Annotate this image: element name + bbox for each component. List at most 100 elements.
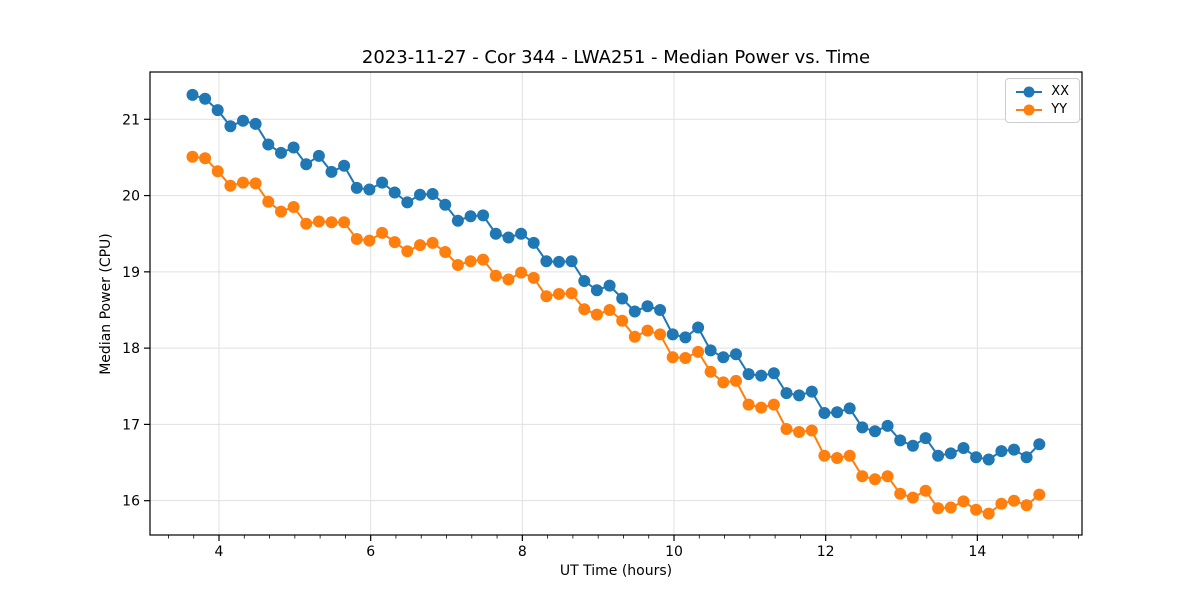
data-point-XX: [679, 331, 692, 344]
x-tick-label: 4: [215, 544, 224, 560]
data-point-YY: [932, 502, 945, 515]
data-point-YY: [982, 507, 995, 520]
legend-label: YY: [1051, 102, 1068, 117]
x-tick-label: 12: [817, 544, 835, 560]
data-point-XX: [325, 165, 338, 178]
data-point-YY: [666, 351, 679, 364]
x-axis-label: UT Time (hours): [559, 563, 673, 579]
legend-item-yy: YY: [1014, 102, 1069, 117]
data-point-XX: [338, 159, 351, 172]
data-point-XX: [641, 300, 654, 313]
data-point-YY: [944, 501, 957, 514]
data-point-YY: [767, 398, 780, 411]
data-point-YY: [401, 245, 414, 258]
y-axis-label: Median Power (CPU): [98, 233, 114, 375]
data-point-XX: [401, 196, 414, 209]
data-point-YY: [224, 179, 237, 192]
data-point-XX: [578, 275, 591, 287]
data-point-XX: [186, 88, 199, 101]
data-point-YY: [1020, 499, 1033, 512]
legend-item-xx: XX: [1014, 84, 1069, 99]
data-point-XX: [350, 181, 363, 194]
axes-spines: [149, 71, 1083, 536]
data-point-YY: [325, 216, 338, 229]
data-point-XX: [957, 442, 970, 454]
data-point-YY: [565, 287, 578, 300]
data-point-XX: [451, 214, 464, 227]
data-point-XX: [388, 186, 401, 199]
data-point-XX: [237, 114, 249, 127]
data-point-YY: [616, 314, 629, 327]
data-point-XX: [742, 368, 755, 381]
data-point-YY: [199, 152, 212, 165]
data-point-XX: [287, 141, 300, 154]
data-point-XX: [1020, 451, 1033, 464]
x-tick-label: 14: [968, 544, 986, 560]
data-point-YY: [527, 271, 540, 284]
legend-line-marker-icon: [1016, 86, 1043, 97]
data-point-YY: [919, 484, 932, 497]
data-point-YY: [641, 324, 654, 337]
data-point-XX: [527, 236, 540, 249]
legend-line-marker-icon: [1016, 104, 1043, 115]
data-point-YY: [894, 487, 907, 500]
data-point-YY: [970, 503, 983, 516]
data-point-YY: [502, 273, 515, 286]
data-point-YY: [414, 239, 426, 252]
data-point-XX: [477, 209, 490, 222]
data-point-YY: [287, 201, 300, 213]
data-point-YY: [363, 234, 376, 247]
data-point-XX: [590, 284, 603, 297]
data-point-XX: [414, 188, 426, 201]
data-point-XX: [628, 305, 641, 318]
data-point-XX: [363, 183, 376, 196]
data-point-YY: [211, 165, 224, 178]
data-point-XX: [881, 419, 894, 432]
data-point-YY: [755, 401, 768, 414]
data-point-YY: [426, 236, 439, 249]
data-point-XX: [603, 279, 616, 292]
data-point-XX: [1033, 438, 1046, 451]
data-point-XX: [312, 149, 325, 162]
data-point-XX: [982, 453, 995, 466]
y-tick-label: 17: [122, 417, 140, 433]
data-point-YY: [780, 423, 793, 435]
y-tick-label: 21: [122, 112, 140, 128]
y-tick-label: 20: [122, 189, 140, 205]
data-point-XX: [818, 407, 831, 419]
data-point-YY: [603, 304, 616, 316]
y-tick-label: 18: [122, 341, 140, 357]
data-point-YY: [717, 376, 730, 389]
data-point-YY: [477, 253, 490, 266]
data-point-XX: [502, 231, 515, 244]
data-point-YY: [439, 246, 452, 258]
data-point-YY: [578, 303, 591, 316]
data-point-XX: [831, 406, 844, 419]
data-point-XX: [199, 92, 212, 105]
data-point-YY: [515, 266, 528, 279]
data-point-XX: [970, 451, 983, 464]
data-point-YY: [1033, 488, 1046, 501]
data-point-YY: [856, 470, 869, 483]
data-point-YY: [300, 217, 313, 230]
data-point-XX: [464, 210, 477, 223]
data-point-XX: [730, 348, 742, 361]
data-point-XX: [932, 449, 945, 462]
data-point-YY: [590, 308, 603, 321]
data-point-XX: [439, 198, 452, 211]
data-point-YY: [350, 233, 363, 245]
data-point-XX: [489, 227, 502, 240]
data-point-YY: [464, 255, 477, 268]
data-point-XX: [869, 425, 881, 438]
data-point-YY: [388, 236, 401, 249]
data-point-XX: [376, 176, 389, 189]
data-point-XX: [654, 304, 667, 316]
data-point-XX: [767, 367, 780, 380]
data-point-YY: [376, 226, 389, 239]
data-point-XX: [1008, 443, 1020, 456]
data-point-YY: [805, 424, 818, 437]
data-point-YY: [237, 176, 249, 189]
data-point-XX: [300, 158, 313, 171]
data-point-YY: [793, 426, 806, 438]
